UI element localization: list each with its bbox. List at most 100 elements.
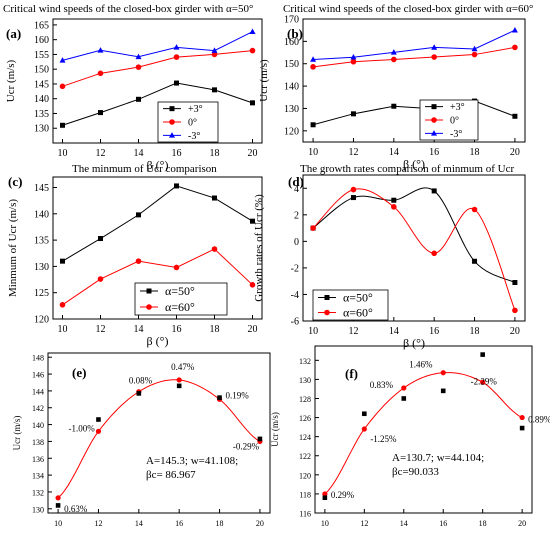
data-point [310, 56, 317, 62]
y-axis-label: Ucr (m/s) [270, 412, 280, 447]
y-tick-label: 145 [34, 183, 49, 194]
point-label: -1.00% [68, 423, 95, 433]
data-point [249, 28, 256, 34]
x-axis-label: β (°) [403, 336, 425, 350]
point-label: 0.47% [171, 362, 195, 372]
measured-point [96, 417, 101, 422]
data-point [135, 64, 142, 70]
x-tick-label: 12 [96, 148, 106, 159]
data-point [350, 58, 357, 65]
data-point [249, 282, 256, 288]
point-label: -2.29% [471, 376, 498, 386]
x-tick-label: 12 [360, 519, 368, 528]
y-tick-label: 136 [32, 455, 44, 464]
panel-label: (f) [345, 366, 358, 381]
point-label: 0.89% [528, 415, 550, 425]
x-tick-label: 10 [58, 148, 68, 159]
x-tick-label: 12 [96, 324, 106, 335]
legend-marker [431, 130, 437, 136]
x-tick-label: 18 [479, 519, 487, 528]
data-point [512, 113, 518, 119]
y-tick-label: 140 [34, 94, 49, 105]
chart-title: The minmum of Ucr comparison [72, 163, 217, 175]
x-axis-label: β (°) [403, 157, 425, 171]
data-point [391, 56, 397, 63]
y-tick-label: 160 [284, 37, 299, 48]
data-point [471, 45, 478, 52]
legend-box [134, 282, 228, 316]
y-tick-label: 130 [34, 124, 49, 135]
chart-panel-3: 10 12 14 16 18 20 120 125 130 135 140 145 The minmum… [7, 163, 263, 348]
data-point [471, 51, 478, 58]
point-label: 0.19% [226, 390, 250, 400]
chart-title: The growth rates comparison of minmum of… [300, 163, 514, 175]
legend-label: +3° [188, 104, 203, 115]
y-axis-label: Ucr (m/s) [258, 59, 270, 102]
y-tick-label: 124 [299, 433, 311, 442]
y-axis-label: Ucr (m/s) [12, 416, 22, 451]
y-axis-label: Growth rates of Ucr (%) [253, 194, 265, 302]
x-tick-label: 14 [134, 148, 144, 159]
y-tick-label: 134 [32, 472, 44, 481]
data-point [97, 47, 104, 53]
y-tick-label: 140 [34, 209, 49, 220]
plot-frame [314, 345, 533, 514]
legend-marker [431, 117, 437, 123]
measured-point [519, 425, 525, 431]
legend-label: 0° [188, 118, 197, 129]
y-tick-label: 144 [32, 387, 44, 396]
y-tick-label: 150 [284, 59, 299, 70]
data-point [136, 212, 141, 218]
y-tick-label: 132 [32, 488, 44, 497]
y-tick-label: 4 [294, 184, 299, 195]
data-point [472, 258, 478, 264]
data-point [431, 54, 437, 60]
y-tick-label: 2 [294, 210, 299, 221]
y-tick-label: 170 [284, 15, 299, 26]
data-point [59, 302, 66, 308]
y-tick-label: 160 [34, 35, 49, 46]
y-tick-label: 140 [32, 421, 44, 430]
x-tick-label: 10 [308, 147, 318, 158]
fitted-point [361, 426, 367, 432]
measured-point [322, 495, 328, 501]
y-tick-label: 120 [34, 315, 49, 326]
x-tick-label: 16 [439, 519, 447, 528]
data-point [511, 26, 518, 33]
fit-parameters: A=145.3; w=41.108; [146, 455, 238, 467]
data-point [310, 64, 316, 70]
fit-curve [324, 372, 523, 495]
fitted-point [401, 385, 407, 391]
fitted-point [55, 495, 61, 501]
x-tick-label: 12 [348, 326, 358, 337]
x-tick-label: 20 [510, 147, 520, 158]
x-tick-label: 14 [400, 519, 408, 528]
chart-panel-5: 10 12 14 16 18 20 130 132 134 136 138 140 142 144 146 1… [12, 352, 271, 528]
data-point [391, 204, 397, 210]
point-label: -0.29% [233, 441, 260, 451]
legend-marker [169, 132, 175, 138]
plot-frame [302, 174, 526, 322]
panel-label: (e) [72, 365, 86, 380]
data-point [310, 225, 316, 231]
data-point [136, 96, 141, 102]
y-tick-label: 135 [34, 236, 49, 247]
y-tick-label: -6 [291, 317, 299, 328]
point-label: 0.83% [370, 380, 394, 390]
point-label: 0.29% [331, 490, 355, 500]
data-point [391, 197, 397, 203]
y-tick-label: 125 [34, 288, 49, 299]
x-axis-label: β (°) [147, 158, 169, 172]
data-point [211, 47, 218, 53]
legend-marker [431, 104, 437, 110]
y-tick-label: 130 [284, 104, 299, 115]
data-point [135, 53, 142, 60]
data-point [390, 49, 397, 55]
legend: α=50°α=60° [312, 289, 389, 321]
measured-point [55, 503, 61, 508]
legend-marker [324, 309, 330, 316]
x-tick-label: 20 [518, 519, 526, 528]
y-tick-label: 138 [32, 438, 44, 447]
